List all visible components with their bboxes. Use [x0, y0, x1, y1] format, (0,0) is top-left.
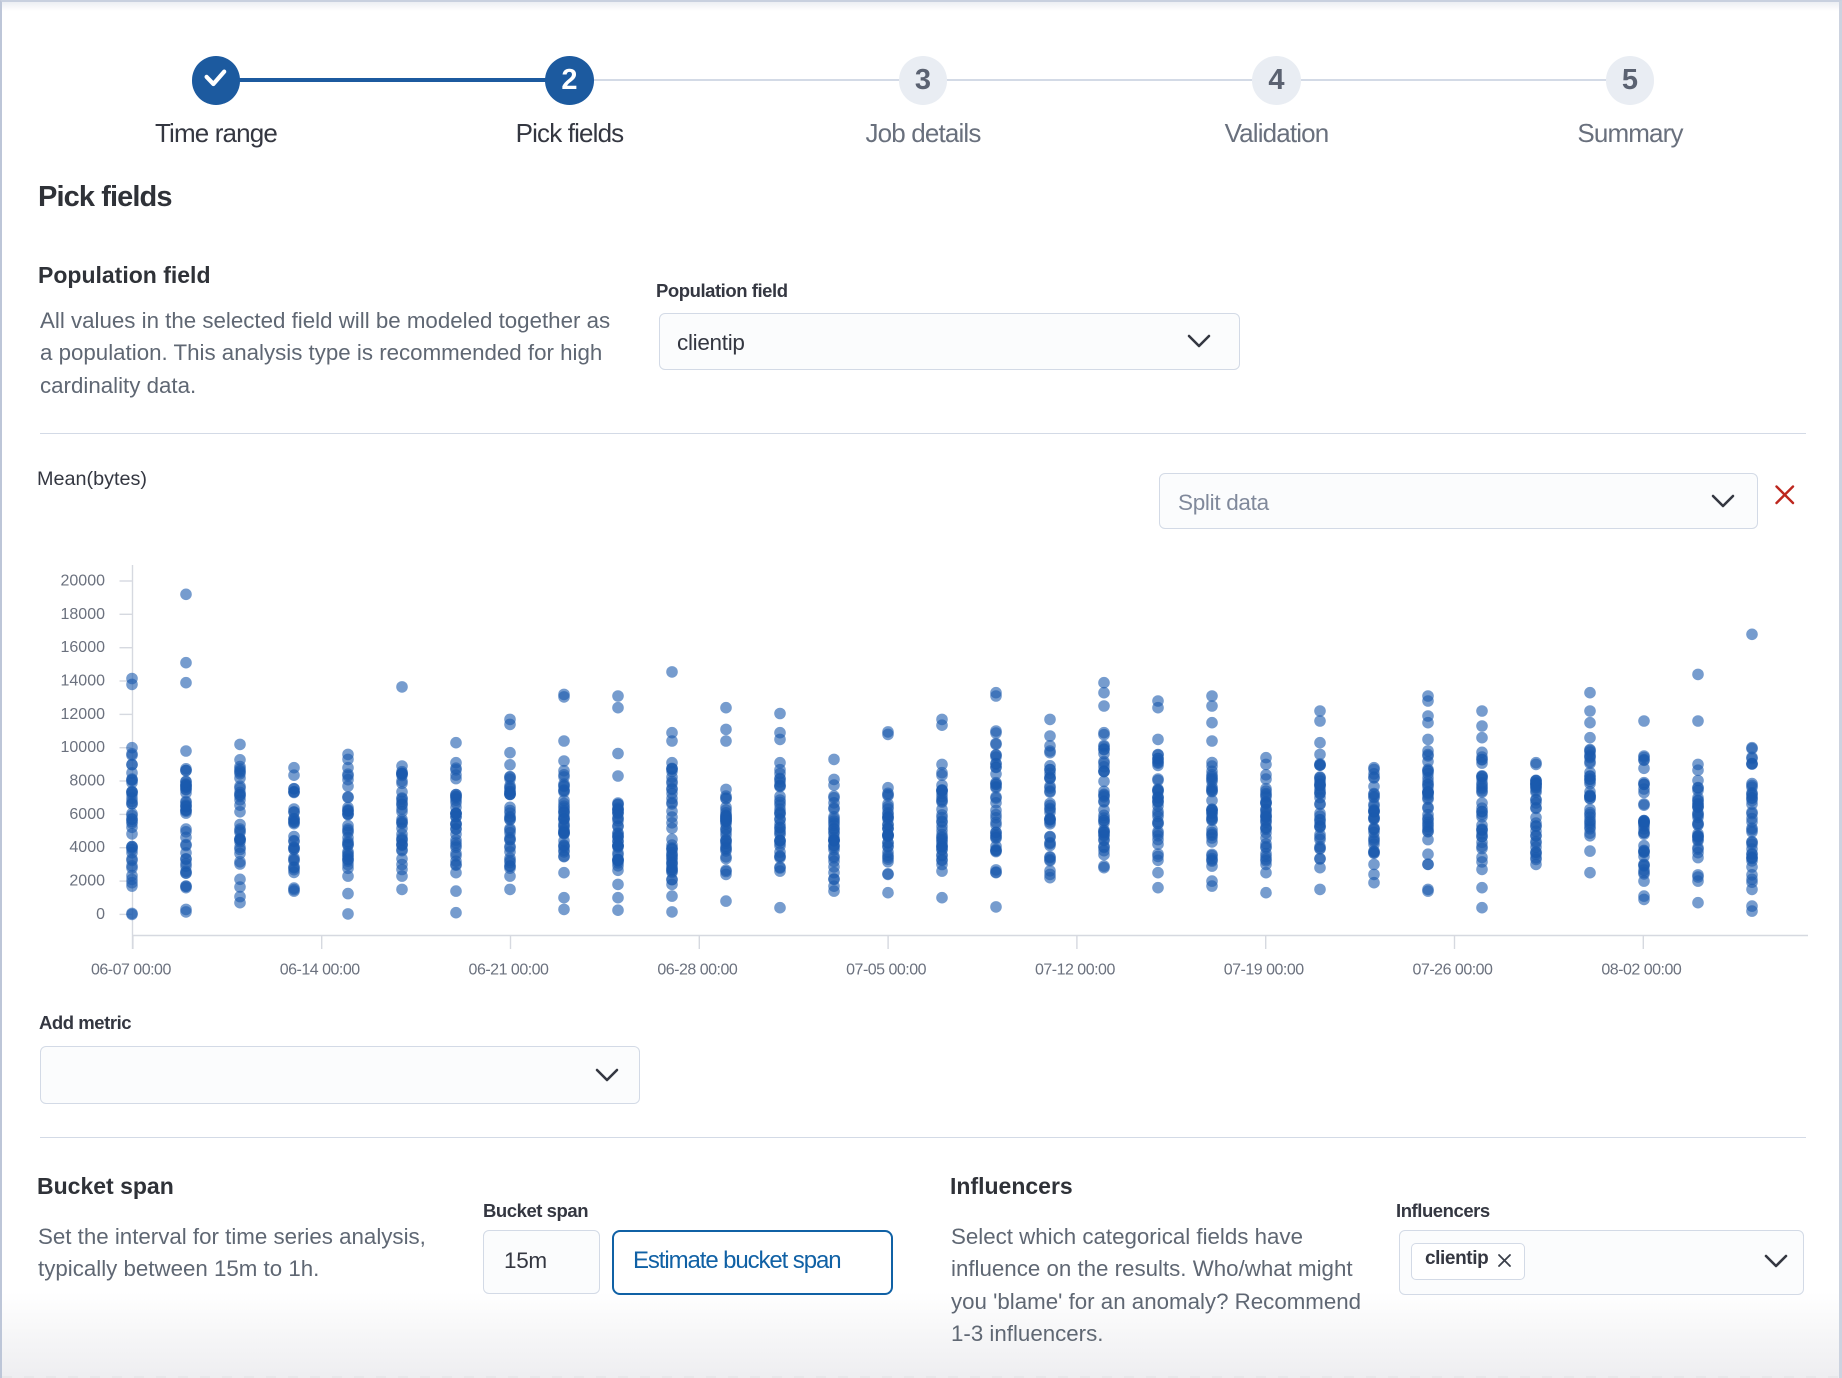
svg-text:20000: 20000 — [61, 573, 106, 590]
svg-text:08-02 00:00: 08-02 00:00 — [1601, 962, 1682, 979]
svg-text:07-19 00:00: 07-19 00:00 — [1224, 962, 1305, 979]
svg-text:4000: 4000 — [69, 839, 105, 856]
svg-text:06-07 00:00: 06-07 00:00 — [91, 962, 172, 979]
svg-text:16000: 16000 — [61, 639, 106, 656]
svg-text:2000: 2000 — [69, 873, 105, 890]
svg-text:14000: 14000 — [61, 673, 106, 690]
svg-text:07-12 00:00: 07-12 00:00 — [1035, 962, 1116, 979]
svg-text:12000: 12000 — [61, 706, 106, 723]
svg-text:10000: 10000 — [61, 739, 106, 756]
svg-text:06-21 00:00: 06-21 00:00 — [469, 962, 550, 979]
svg-text:06-14 00:00: 06-14 00:00 — [280, 962, 361, 979]
svg-text:6000: 6000 — [69, 806, 105, 823]
svg-text:07-05 00:00: 07-05 00:00 — [846, 962, 927, 979]
svg-text:8000: 8000 — [69, 773, 105, 790]
svg-text:0: 0 — [96, 906, 105, 923]
svg-text:07-26 00:00: 07-26 00:00 — [1413, 962, 1494, 979]
svg-text:06-28 00:00: 06-28 00:00 — [657, 962, 738, 979]
svg-text:18000: 18000 — [61, 606, 106, 623]
